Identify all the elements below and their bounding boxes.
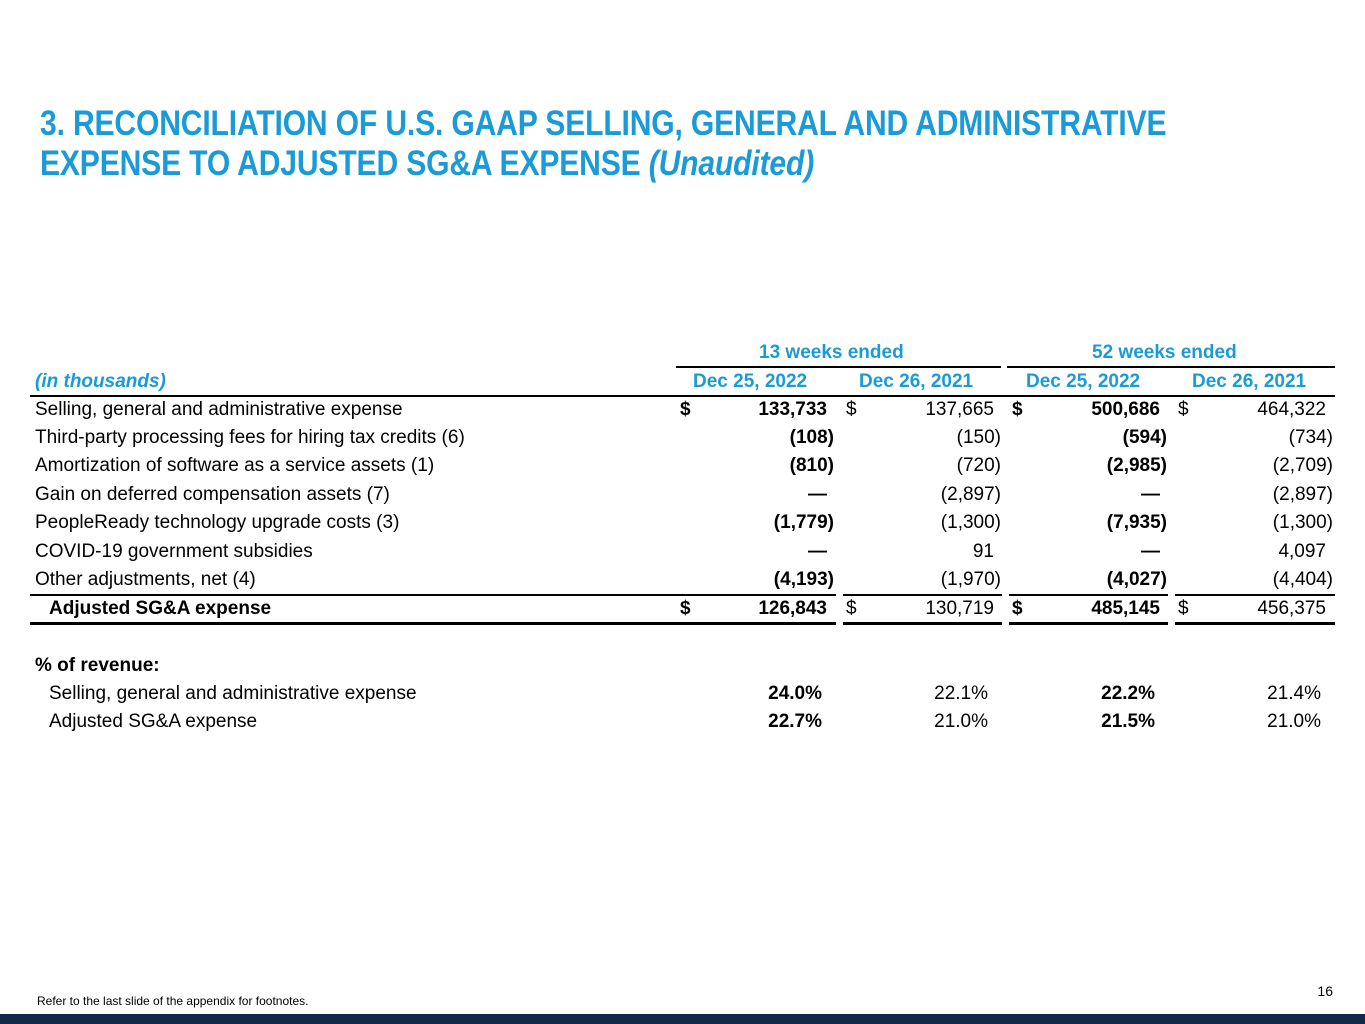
total-row: Adjusted SG&A expense $ 126,843 $ 130,71… [0, 595, 1365, 623]
cell-value: (4,404) [1272, 569, 1333, 590]
subtotal-rule [1175, 594, 1335, 596]
table-row: Gain on deferred compensation assets (7)… [0, 481, 1365, 509]
cell-value: 130,719 [925, 598, 994, 619]
total-rule [30, 622, 836, 625]
cell-value: (810) [789, 455, 834, 476]
cell-value: — [1141, 484, 1160, 505]
units-label: (in thousands) [35, 371, 166, 392]
dollar-sign: $ [1012, 598, 1023, 619]
cell-value: (2,709) [1272, 455, 1333, 476]
total-rule [1009, 622, 1168, 625]
cell-value: (734) [1288, 427, 1333, 448]
table-row: Third-party processing fees for hiring t… [0, 424, 1365, 452]
total-rule [1175, 622, 1335, 625]
cell-value: (108) [789, 427, 834, 448]
row-label: PeopleReady technology upgrade costs (3) [35, 512, 400, 533]
cell-value: (594) [1122, 427, 1167, 448]
group-underline-52 [1007, 366, 1335, 368]
dollar-sign: $ [1178, 399, 1189, 420]
cell-value: — [808, 541, 827, 562]
cell-value: 22.7% [768, 711, 822, 732]
cell-value: 137,665 [925, 399, 994, 420]
dollar-sign: $ [1012, 399, 1023, 420]
group-underline-13 [676, 366, 1001, 368]
page-number: 16 [1317, 983, 1333, 999]
cell-value: 133,733 [758, 399, 827, 420]
cell-value: 485,145 [1091, 598, 1160, 619]
header-rule [30, 395, 1335, 397]
cell-value: 21.0% [934, 711, 988, 732]
dollar-sign: $ [1178, 598, 1189, 619]
subtotal-rule [30, 594, 836, 596]
cell-value: 4,097 [1278, 541, 1326, 562]
table-row: COVID-19 government subsidies — 91 — 4,0… [0, 538, 1365, 566]
table-row: Adjusted SG&A expense 22.7% 21.0% 21.5% … [0, 708, 1365, 736]
cell-value: 22.2% [1101, 683, 1155, 704]
table-row: Other adjustments, net (4) (4,193) (1,97… [0, 566, 1365, 594]
cell-value: — [1141, 541, 1160, 562]
total-rule [843, 622, 1002, 625]
dollar-sign: $ [680, 598, 691, 619]
table-row: Selling, general and administrative expe… [0, 396, 1365, 424]
subtotal-rule [1009, 594, 1168, 596]
total-label: Adjusted SG&A expense [49, 598, 272, 619]
cell-value: (1,779) [773, 512, 834, 533]
cell-value: 126,843 [758, 598, 827, 619]
row-label: Selling, general and administrative expe… [35, 399, 403, 420]
row-label: Selling, general and administrative expe… [49, 683, 417, 704]
cell-value: 21.0% [1267, 711, 1321, 732]
cell-value: (2,897) [1272, 484, 1333, 505]
row-label: Adjusted SG&A expense [49, 711, 258, 732]
cell-value: (1,300) [940, 512, 1001, 533]
group-header-52-weeks: 52 weeks ended [1092, 342, 1237, 363]
section-heading-row: % of revenue: [0, 652, 1365, 680]
cell-value: (150) [956, 427, 1001, 448]
dollar-sign: $ [846, 399, 857, 420]
row-label: Gain on deferred compensation assets (7) [35, 484, 390, 505]
dollar-sign: $ [846, 598, 857, 619]
title-line-2-main: EXPENSE TO ADJUSTED SG&A EXPENSE [40, 144, 649, 183]
cell-value: (2,897) [940, 484, 1001, 505]
cell-value: 21.5% [1101, 711, 1155, 732]
row-label: Other adjustments, net (4) [35, 569, 256, 590]
title-unaudited: (Unaudited) [648, 144, 815, 183]
cell-value: (4,027) [1106, 569, 1167, 590]
row-label: Amortization of software as a service as… [35, 455, 435, 476]
cell-value: — [808, 484, 827, 505]
revenue-heading: % of revenue: [35, 655, 160, 676]
group-header-13-weeks: 13 weeks ended [759, 342, 904, 363]
row-label: Third-party processing fees for hiring t… [35, 427, 465, 448]
cell-value: (7,935) [1106, 512, 1167, 533]
cell-value: 500,686 [1091, 399, 1160, 420]
cell-value: 464,322 [1257, 399, 1326, 420]
footer-bar [0, 1014, 1365, 1024]
footnote: Refer to the last slide of the appendix … [37, 994, 309, 1008]
row-label: COVID-19 government subsidies [35, 541, 313, 562]
cell-value: 21.4% [1267, 683, 1321, 704]
subtotal-rule [843, 594, 1002, 596]
col-header-2: Dec 26, 2021 [859, 371, 974, 392]
cell-value: (4,193) [773, 569, 834, 590]
dollar-sign: $ [680, 399, 691, 420]
cell-value: (1,970) [940, 569, 1001, 590]
table-row: PeopleReady technology upgrade costs (3)… [0, 509, 1365, 537]
col-header-4: Dec 26, 2021 [1192, 371, 1307, 392]
cell-value: 22.1% [934, 683, 988, 704]
slide-title: 3. RECONCILIATION OF U.S. GAAP SELLING, … [40, 104, 1167, 184]
col-header-3: Dec 25, 2022 [1026, 371, 1141, 392]
cell-value: 456,375 [1257, 598, 1326, 619]
cell-value: 24.0% [768, 683, 822, 704]
table-row: Amortization of software as a service as… [0, 452, 1365, 480]
cell-value: (2,985) [1106, 455, 1167, 476]
title-line-2: EXPENSE TO ADJUSTED SG&A EXPENSE (Unaudi… [40, 144, 1149, 184]
table-row: Selling, general and administrative expe… [0, 680, 1365, 708]
col-header-1: Dec 25, 2022 [693, 371, 808, 392]
cell-value: (720) [956, 455, 1001, 476]
cell-value: 91 [972, 541, 994, 562]
cell-value: (1,300) [1272, 512, 1333, 533]
title-line-1: 3. RECONCILIATION OF U.S. GAAP SELLING, … [40, 104, 1167, 143]
